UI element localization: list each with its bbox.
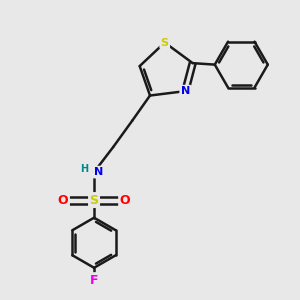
Text: N: N bbox=[181, 86, 190, 96]
Text: S: S bbox=[161, 38, 169, 47]
Text: H: H bbox=[80, 164, 88, 174]
Text: S: S bbox=[90, 194, 99, 207]
Text: O: O bbox=[120, 194, 130, 207]
Text: F: F bbox=[90, 274, 98, 286]
Text: N: N bbox=[94, 167, 103, 177]
Text: O: O bbox=[58, 194, 68, 207]
